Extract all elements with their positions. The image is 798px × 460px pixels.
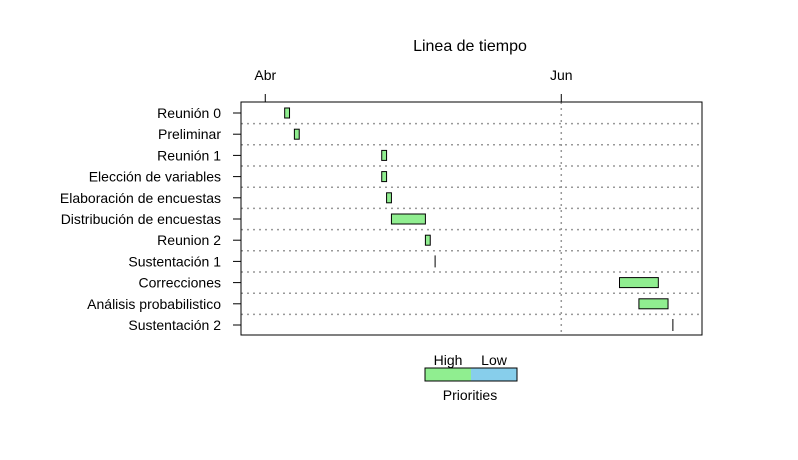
legend-label: Low	[481, 352, 508, 368]
task-label: Reunión 1	[157, 147, 221, 163]
plot-frame	[240, 101, 703, 336]
task-bars	[284, 107, 674, 331]
x-tick-label: Jun	[550, 67, 573, 83]
task-label: Correcciones	[139, 275, 221, 291]
task-label: Análisis probabilistico	[87, 296, 221, 312]
task-bar	[638, 298, 669, 310]
task-bar	[381, 149, 388, 161]
task-label: Preliminar	[158, 126, 221, 142]
task-bar	[381, 171, 388, 183]
task-label: Sustentación 1	[128, 253, 221, 269]
task-label: Sustentación 2	[128, 317, 221, 333]
task-bar	[386, 192, 392, 204]
chart-title: Linea de tiempo	[413, 38, 527, 55]
legend: Priorities High Low	[424, 352, 518, 403]
legend-swatch	[471, 368, 517, 381]
task-bar	[284, 107, 291, 119]
legend-label: High	[434, 352, 463, 368]
task-bar	[390, 213, 426, 225]
x-tick-label: Abr	[254, 67, 276, 83]
task-bar	[619, 277, 659, 289]
task-label: Elaboración de encuestas	[60, 190, 221, 206]
task-label: Reunion 2	[157, 232, 221, 248]
task-bar	[293, 128, 300, 140]
legend-title: Priorities	[443, 387, 497, 403]
gridlines	[241, 102, 702, 335]
y-axis: Reunión 0 Preliminar Reunión 1 Elección de …	[60, 105, 241, 333]
task-bar	[424, 234, 431, 246]
task-label: Distribución de encuestas	[61, 211, 221, 227]
legend-swatch	[425, 368, 471, 381]
legend-frame	[424, 367, 518, 382]
task-label: Reunión 0	[157, 105, 221, 121]
task-label: Elección de variables	[89, 169, 221, 185]
x-axis: Abr Jun	[254, 67, 573, 102]
